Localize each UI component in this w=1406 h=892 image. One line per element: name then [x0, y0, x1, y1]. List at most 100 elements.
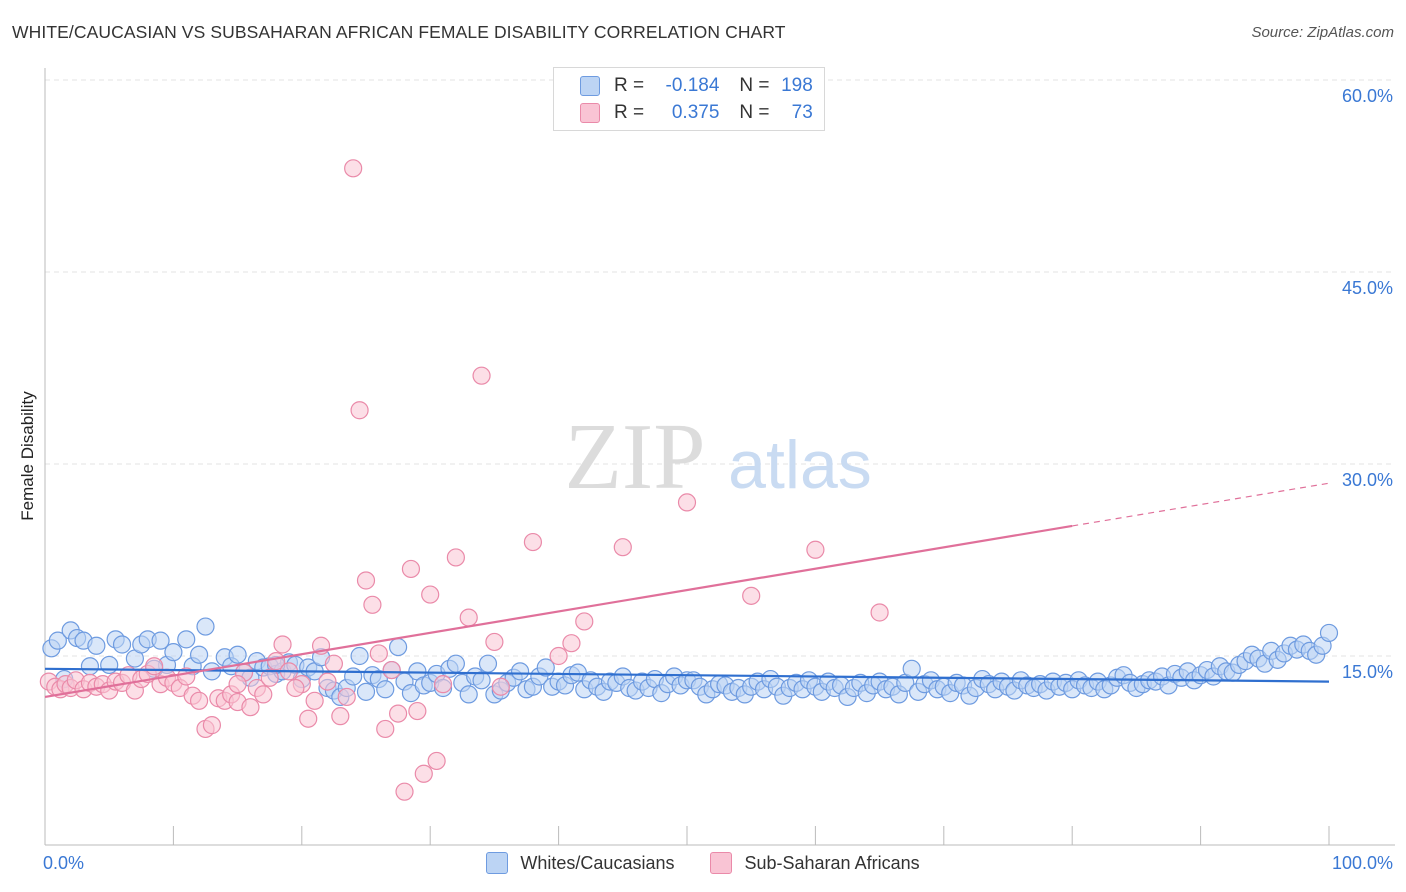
y-axis-label: Female Disability: [18, 391, 37, 521]
legend-r-label: R =: [614, 75, 645, 96]
watermark-zip: ZIP: [565, 405, 706, 509]
data-point-whites: [376, 680, 395, 699]
data-point-subsaharan: [344, 159, 363, 178]
data-point-whites: [510, 662, 530, 681]
y-tick-label: 30.0%: [1342, 470, 1393, 490]
data-point-subsaharan: [260, 668, 279, 687]
tick-labels: 15.0% 30.0% 45.0% 60.0% 0.0% 100.0%: [43, 86, 1393, 873]
data-point-subsaharan: [677, 493, 697, 512]
data-point-subsaharan: [189, 691, 209, 710]
data-point-whites: [472, 671, 491, 690]
data-point-subsaharan: [491, 677, 510, 696]
data-point-subsaharan: [523, 532, 543, 552]
legend-swatch-blue: [486, 852, 509, 874]
data-point-subsaharan: [369, 644, 388, 663]
data-point-whites: [344, 667, 363, 686]
data-point-subsaharan: [318, 672, 337, 691]
data-point-whites: [189, 645, 209, 664]
legend-item-whites[interactable]: Whites/Caucasians: [486, 852, 674, 874]
data-point-subsaharan: [299, 709, 318, 728]
data-point-whites: [389, 637, 408, 657]
data-point-whites: [356, 682, 376, 701]
data-point-subsaharan: [414, 764, 433, 783]
data-point-subsaharan: [273, 635, 292, 654]
x-tick-label: 100.0%: [1332, 853, 1393, 873]
legend-n-value: 198: [781, 75, 813, 96]
legend-label-subsaharan: Sub-Saharan Africans: [744, 852, 920, 873]
data-point-subsaharan: [870, 603, 889, 622]
data-point-subsaharan: [286, 678, 305, 698]
data-point-whites: [536, 658, 555, 677]
data-point-whites: [446, 654, 465, 673]
data-point-subsaharan: [562, 634, 581, 653]
data-point-subsaharan: [433, 675, 453, 694]
series-whites-points: [42, 617, 1339, 707]
x-tick-label: 0.0%: [43, 853, 84, 873]
legend-swatch-pink: [710, 852, 733, 874]
series-subsaharan-points: [39, 159, 889, 801]
trend-lines: [44, 482, 1330, 699]
watermark: ZIP atlas: [565, 405, 872, 509]
data-point-whites: [350, 646, 369, 666]
legend-r-value: -0.184: [665, 75, 720, 96]
data-point-whites: [459, 685, 478, 704]
data-point-subsaharan: [382, 660, 401, 680]
data-point-whites: [87, 636, 106, 655]
data-point-subsaharan: [241, 698, 260, 717]
legend-swatch-blue: [580, 76, 600, 96]
legend-n-label: N =: [739, 75, 770, 96]
source-label: Source: ZipAtlas.com: [1251, 24, 1394, 41]
data-point-whites: [196, 617, 215, 636]
data-point-whites: [48, 631, 67, 650]
data-point-whites: [902, 659, 921, 678]
legend-r-label: R =: [614, 102, 645, 123]
data-point-subsaharan: [363, 595, 382, 614]
data-point-whites: [228, 645, 247, 664]
gridlines: [45, 79, 1395, 657]
data-point-subsaharan: [389, 704, 408, 723]
data-point-whites: [80, 657, 100, 676]
legend-row-subsaharan: R = 0.375 N = 73: [580, 100, 813, 126]
legend-item-subsaharan[interactable]: Sub-Saharan Africans: [710, 852, 920, 874]
data-point-subsaharan: [806, 540, 825, 559]
data-point-whites: [151, 631, 170, 650]
data-point-whites: [112, 635, 132, 654]
data-point-subsaharan: [613, 538, 632, 557]
data-point-subsaharan: [228, 675, 247, 694]
data-point-subsaharan: [356, 571, 376, 590]
data-point-subsaharan: [324, 654, 343, 673]
data-point-subsaharan: [331, 707, 350, 726]
data-point-subsaharan: [395, 782, 414, 801]
data-point-subsaharan: [549, 646, 568, 666]
data-point-subsaharan: [421, 585, 440, 604]
data-point-subsaharan: [459, 608, 478, 627]
series-legend: Whites/Caucasians Sub-Saharan Africans: [0, 852, 1406, 874]
legend-n-value: 73: [791, 102, 813, 123]
trend-line-subsaharan: [44, 524, 1073, 699]
y-tick-label: 60.0%: [1342, 86, 1393, 106]
data-point-subsaharan: [575, 612, 594, 631]
data-point-whites: [1319, 623, 1339, 643]
data-point-subsaharan: [472, 366, 491, 385]
legend-label-whites: Whites/Caucasians: [520, 852, 675, 873]
data-point-subsaharan: [305, 691, 324, 710]
legend-n-label: N =: [739, 102, 770, 123]
data-point-subsaharan: [446, 548, 465, 567]
data-point-subsaharan: [401, 559, 421, 579]
data-point-subsaharan: [202, 716, 222, 735]
axes: [44, 68, 1395, 846]
y-tick-label: 15.0%: [1342, 662, 1393, 682]
data-point-subsaharan: [337, 687, 356, 707]
legend-row-whites: R = -0.184 N = 198: [580, 73, 813, 99]
data-point-subsaharan: [408, 701, 427, 721]
chart-title: WHITE/CAUCASIAN VS SUBSAHARAN AFRICAN FE…: [12, 22, 786, 42]
watermark-atlas: atlas: [728, 427, 872, 503]
data-point-whites: [100, 655, 119, 675]
legend-r-value: 0.375: [671, 102, 720, 123]
data-point-whites: [177, 630, 196, 649]
data-point-subsaharan: [350, 401, 369, 420]
data-point-subsaharan: [485, 632, 504, 652]
data-point-subsaharan: [427, 751, 446, 771]
trend-line-whites: [44, 667, 1330, 683]
